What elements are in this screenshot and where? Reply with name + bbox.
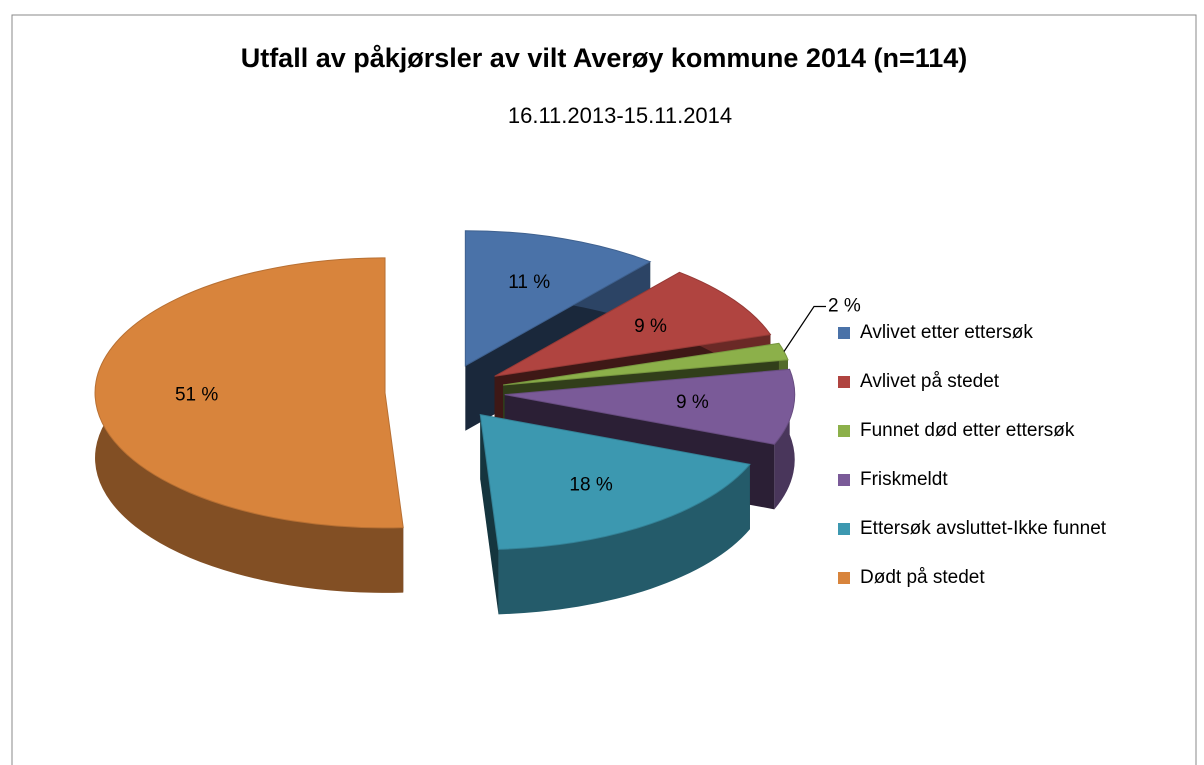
chart-subtitle: 16.11.2013-15.11.2014 (508, 103, 732, 128)
legend-swatch (838, 474, 850, 486)
slice-wall (480, 414, 499, 615)
legend-swatch (838, 572, 850, 584)
slice (494, 271, 772, 377)
slice (94, 257, 404, 529)
legend-label: Ettersøk avsluttet-Ikke funnet (860, 518, 1107, 539)
legend-swatch (838, 376, 850, 388)
data-label: 18 % (569, 475, 612, 496)
slice (464, 230, 652, 367)
legend-label: Friskmeldt (860, 469, 948, 490)
slice (503, 342, 789, 386)
chart-title: Utfall av påkjørsler av vilt Averøy komm… (241, 43, 968, 73)
data-label: 9 % (676, 392, 709, 413)
data-label: 9 % (634, 316, 667, 337)
legend-swatch (838, 523, 850, 535)
legend-swatch (838, 425, 850, 437)
slice (479, 413, 751, 550)
legend-swatch (838, 327, 850, 339)
data-label: 11 % (508, 272, 550, 293)
legend-label: Funnet død etter ettersøk (860, 420, 1075, 441)
legend-label: Avlivet på stedet (860, 371, 1000, 392)
data-label: 2 % (828, 295, 861, 316)
leader-line (783, 305, 827, 352)
slice-rim (498, 464, 750, 615)
legend-label: Avlivet etter ettersøk (860, 322, 1033, 343)
data-label: 51 % (175, 385, 218, 406)
slice (504, 368, 796, 445)
legend-label: Dødt på stedet (860, 567, 985, 588)
